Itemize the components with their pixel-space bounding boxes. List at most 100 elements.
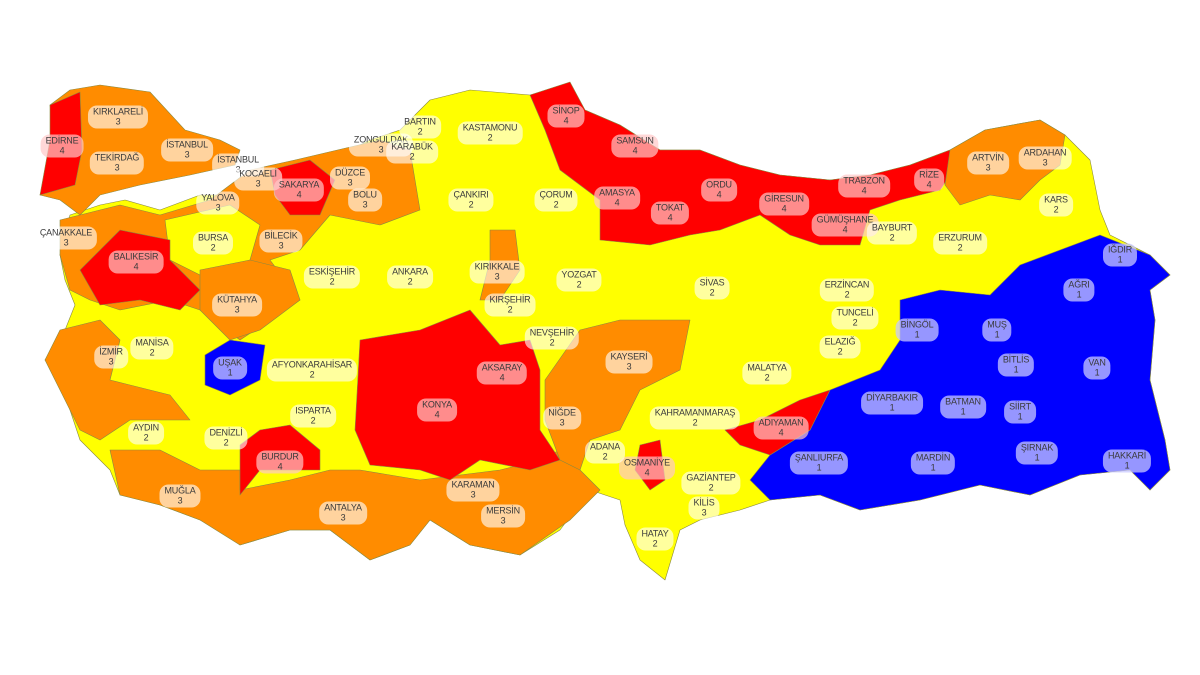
province-name: MALATYA bbox=[747, 362, 787, 373]
province-label: ÇANAKKALE 3 bbox=[34, 226, 98, 250]
province-risk-value: 1 bbox=[889, 402, 895, 413]
province-label: KIRKLARELİ 3 bbox=[87, 105, 149, 129]
province-label: IĞDIR 1 bbox=[1102, 243, 1138, 267]
province-risk-value: 2 bbox=[310, 415, 316, 426]
province-name: ARDAHAN bbox=[1023, 147, 1067, 158]
province-name: ADANA bbox=[589, 441, 621, 452]
province-name: DENİZLİ bbox=[209, 427, 243, 438]
province-label: ERZİNCAN 2 bbox=[819, 278, 875, 302]
province-label: DÜZCE 3 bbox=[330, 166, 370, 190]
province-label: ŞANLIURFA 1 bbox=[789, 451, 849, 475]
province-name: BARTIN bbox=[404, 116, 436, 127]
province-risk-value: 2 bbox=[844, 289, 850, 300]
province-name: KÜTAHYA bbox=[217, 294, 257, 305]
province-name: MUĞLA bbox=[164, 485, 196, 496]
province-name: ANTALYA bbox=[324, 502, 362, 513]
province-label: AKSARAY 4 bbox=[476, 361, 528, 385]
province-name: TRABZON bbox=[843, 175, 885, 186]
province-risk-value: 3 bbox=[626, 361, 632, 372]
province-label: TEKİRDAĞ 3 bbox=[89, 151, 145, 175]
province-name: DİYARBAKIR bbox=[866, 392, 918, 403]
province-risk-value: 3 bbox=[115, 116, 121, 127]
province-label: ANTALYA 3 bbox=[319, 501, 367, 525]
province-name: SİVAS bbox=[699, 277, 725, 288]
province-risk-value: 4 bbox=[59, 145, 65, 156]
province-name: KASTAMONU bbox=[462, 122, 518, 133]
province-name: İSTANBUL bbox=[217, 154, 259, 165]
province-risk-value: 2 bbox=[553, 199, 559, 210]
province-label: BATMAN 1 bbox=[940, 395, 986, 419]
province-risk-value: 4 bbox=[133, 261, 139, 272]
province-name: KIRŞEHİR bbox=[489, 294, 531, 305]
province-label: GİRESUN 4 bbox=[759, 192, 809, 216]
province-label: KAYSERİ 3 bbox=[605, 350, 653, 374]
province-risk-value: 2 bbox=[764, 372, 770, 383]
province-label: ADIYAMAN 4 bbox=[753, 416, 809, 440]
province-label: MARDİN 1 bbox=[910, 451, 956, 475]
province-name: ŞANLIURFA bbox=[794, 452, 844, 463]
province-name: YOZGAT bbox=[561, 269, 597, 280]
province-label: KARAMAN 3 bbox=[446, 478, 500, 502]
province-name: IĞDIR bbox=[1107, 244, 1133, 255]
province-risk-value: 2 bbox=[143, 432, 149, 443]
province-name: YALOVA bbox=[201, 192, 235, 203]
province-label: BİTLİS 1 bbox=[997, 353, 1035, 377]
province-label: UŞAK 1 bbox=[213, 356, 247, 380]
province-label: ŞIRNAK 1 bbox=[1015, 441, 1059, 465]
province-label: AMASYA 4 bbox=[594, 186, 640, 210]
province-risk-value: 4 bbox=[434, 409, 440, 420]
province-label: ARTVİN 3 bbox=[967, 151, 1009, 175]
province-name: BİLECİK bbox=[264, 230, 298, 241]
province-risk-value: 2 bbox=[407, 276, 413, 287]
province-name: EDİRNE bbox=[45, 135, 79, 146]
province-label: KÜTAHYA 3 bbox=[212, 293, 262, 317]
province-risk-value: 1 bbox=[1013, 364, 1019, 375]
province-risk-value: 1 bbox=[816, 462, 822, 473]
province-risk-value: 3 bbox=[177, 495, 183, 506]
province-label: ARDAHAN 3 bbox=[1018, 146, 1072, 170]
province-risk-value: 3 bbox=[985, 162, 991, 173]
province-name: BALIKESİR bbox=[113, 251, 159, 262]
province-label: ERZURUM 2 bbox=[933, 231, 987, 255]
province-label: MUĞLA 3 bbox=[159, 484, 201, 508]
province-name: ÇANKIRI bbox=[453, 189, 489, 200]
province-label: MERSİN 3 bbox=[481, 504, 525, 528]
province-name: GİRESUN bbox=[764, 193, 804, 204]
province-label: SAKARYA 4 bbox=[273, 178, 325, 202]
province-label: ANKARA 2 bbox=[387, 265, 433, 289]
province-name: MARDİN bbox=[915, 452, 951, 463]
province-name: KIRKLARELİ bbox=[92, 106, 144, 117]
province-risk-value: 2 bbox=[852, 317, 858, 328]
province-risk-value: 1 bbox=[1034, 452, 1040, 463]
province-risk-value: 3 bbox=[278, 240, 284, 251]
province-risk-value: 3 bbox=[362, 199, 368, 210]
province-risk-value: 3 bbox=[347, 177, 353, 188]
province-label: MALATYA 2 bbox=[742, 361, 792, 385]
province-label: SİVAS 2 bbox=[694, 276, 730, 300]
province-risk-value: 3 bbox=[234, 304, 240, 315]
province-name: HATAY bbox=[641, 528, 669, 539]
province-name: ZONGULDAK bbox=[353, 134, 409, 145]
province-name: NEVŞEHİR bbox=[529, 327, 575, 338]
province-name: OSMANİYE bbox=[624, 457, 670, 468]
province-risk-value: 3 bbox=[378, 144, 384, 155]
province-name: SAMSUN bbox=[616, 135, 654, 146]
province-risk-value: 1 bbox=[914, 329, 920, 340]
province-name: BATMAN bbox=[945, 396, 981, 407]
province-name: KARAMAN bbox=[451, 479, 495, 490]
province-label: KONYA 4 bbox=[417, 398, 457, 422]
province-name: BİTLİS bbox=[1002, 354, 1030, 365]
province-name: GAZİANTEP bbox=[686, 472, 736, 483]
province-label: TUNCELİ 2 bbox=[831, 306, 879, 330]
province-label: KOCAELİ 3 bbox=[234, 167, 282, 191]
province-name: KARABÜK bbox=[391, 141, 433, 152]
province-name: KAYSERİ bbox=[610, 351, 648, 362]
province-name: ARTVİN bbox=[972, 152, 1004, 163]
province-label: BOLU 3 bbox=[348, 188, 382, 212]
province-risk-value: 3 bbox=[701, 507, 707, 518]
province-name: BOLU bbox=[353, 189, 377, 200]
province-risk-value: 1 bbox=[994, 329, 1000, 340]
